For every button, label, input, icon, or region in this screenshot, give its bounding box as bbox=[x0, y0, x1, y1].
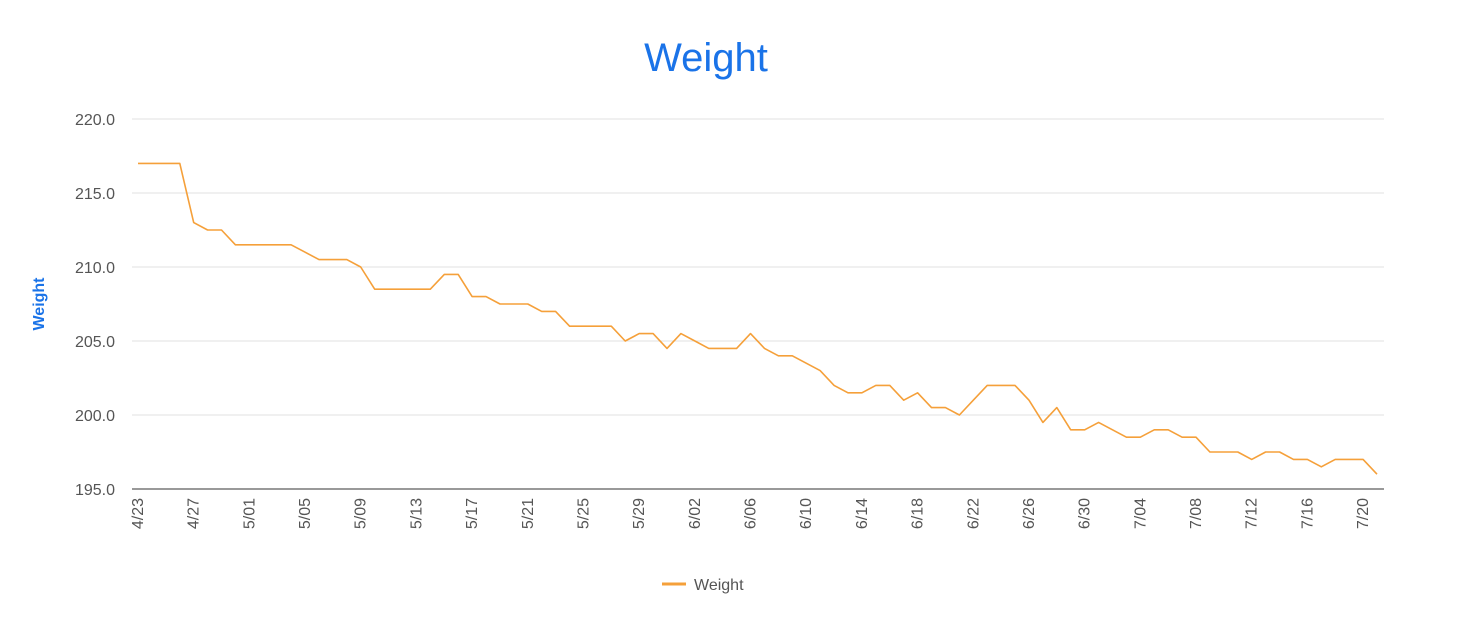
legend[interactable]: Weight bbox=[662, 577, 744, 594]
x-tick-label: 5/09 bbox=[353, 498, 370, 529]
x-tick-label: 7/08 bbox=[1188, 498, 1205, 529]
x-tick-label: 6/06 bbox=[743, 498, 760, 529]
x-tick-label: 5/21 bbox=[520, 498, 537, 529]
x-tick-label: 5/25 bbox=[575, 498, 592, 529]
y-tick-label: 200.0 bbox=[75, 408, 115, 425]
x-tick-label: 4/23 bbox=[130, 498, 147, 529]
y-tick-label: 215.0 bbox=[75, 186, 115, 203]
x-tick-label: 7/12 bbox=[1244, 498, 1261, 529]
series-line-weight[interactable] bbox=[138, 162, 1378, 475]
x-tick-label: 4/27 bbox=[186, 498, 203, 529]
x-tick-label: 7/16 bbox=[1299, 498, 1316, 529]
x-tick-label: 5/13 bbox=[408, 498, 425, 529]
x-tick-label: 5/17 bbox=[464, 498, 481, 529]
x-tick-label: 5/29 bbox=[631, 498, 648, 529]
y-axis-label: Weight bbox=[31, 277, 48, 331]
gridlines bbox=[132, 118, 1384, 416]
x-axis-ticks: 4/23 4/27 5/01 5/05 5/09 5/13 5/17 5/21 5/25 5/29… bbox=[130, 498, 1372, 529]
y-tick-label: 220.0 bbox=[75, 112, 115, 129]
x-tick-label: 6/22 bbox=[965, 498, 982, 529]
x-tick-label: 6/18 bbox=[910, 498, 927, 529]
y-tick-label: 205.0 bbox=[75, 334, 115, 351]
legend-label-weight: Weight bbox=[694, 577, 744, 594]
x-tick-label: 6/02 bbox=[687, 498, 704, 529]
x-tick-label: 6/10 bbox=[798, 498, 815, 529]
x-tick-label: 5/01 bbox=[241, 498, 258, 529]
x-tick-label: 6/30 bbox=[1077, 498, 1094, 529]
y-tick-label: 210.0 bbox=[75, 260, 115, 277]
y-axis-ticks: 195.0 200.0 205.0 210.0 215.0 220.0 bbox=[75, 112, 115, 499]
series-group bbox=[138, 162, 1378, 475]
y-tick-label: 195.0 bbox=[75, 482, 115, 499]
x-tick-label: 6/14 bbox=[854, 498, 871, 529]
x-tick-label: 6/26 bbox=[1021, 498, 1038, 529]
x-tick-label: 5/05 bbox=[297, 498, 314, 529]
chart-title: Weight bbox=[644, 36, 768, 80]
x-tick-label: 7/20 bbox=[1355, 498, 1372, 529]
x-tick-label: 7/04 bbox=[1132, 498, 1149, 529]
